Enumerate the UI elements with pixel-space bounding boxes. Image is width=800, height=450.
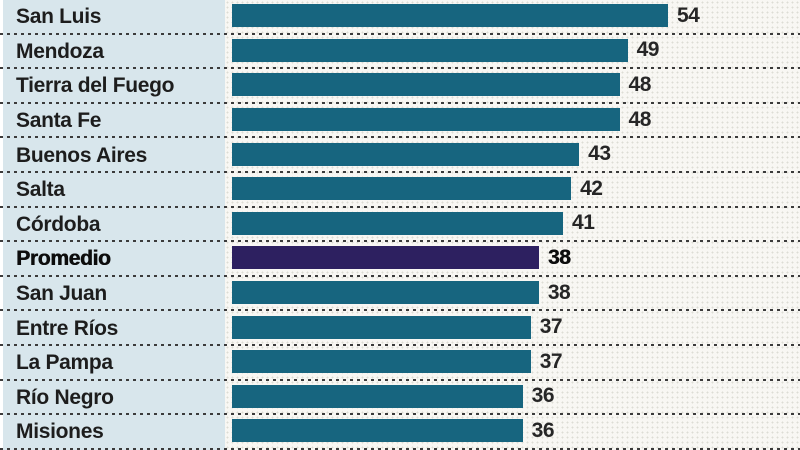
value-label: 36 xyxy=(531,384,555,408)
bar xyxy=(232,419,523,443)
value-label: 42 xyxy=(580,176,603,200)
value-label: 38 xyxy=(547,280,571,304)
bar xyxy=(232,73,620,97)
bar-track: 38 xyxy=(225,242,800,277)
bar xyxy=(232,177,572,201)
chart-row: Mendoza 49 xyxy=(0,34,800,70)
bar-track: 54 xyxy=(225,0,800,35)
category-label: Río Negro xyxy=(0,380,225,416)
chart-row: Entre Ríos 37 xyxy=(0,311,800,346)
bar-track: 36 xyxy=(225,381,800,416)
value-label: 43 xyxy=(588,142,611,166)
category-label: Buenos Aires xyxy=(0,138,225,173)
bar-track: 42 xyxy=(225,173,800,208)
bar xyxy=(232,315,531,339)
chart-row: San Luis 54 xyxy=(0,0,800,35)
bar xyxy=(232,142,580,166)
chart-row: Buenos Aires 43 xyxy=(0,138,800,173)
category-label: Córdoba xyxy=(0,207,225,243)
value-label: 37 xyxy=(539,349,563,373)
value-label: 41 xyxy=(572,211,595,235)
value-label: 37 xyxy=(539,315,563,339)
bar xyxy=(232,281,539,305)
chart-row: La Pampa 37 xyxy=(0,345,800,381)
bar xyxy=(232,246,539,270)
category-label: Misiones xyxy=(0,415,225,450)
bar xyxy=(232,38,628,62)
bar-track: 41 xyxy=(225,208,800,243)
category-label: San Luis xyxy=(0,0,225,35)
chart-row: Salta 42 xyxy=(0,172,800,208)
chart-row: Córdoba 41 xyxy=(0,207,800,243)
category-label: Tierra del Fuego xyxy=(0,69,225,104)
bar xyxy=(232,384,523,408)
chart-row: Promedio 38 xyxy=(0,242,800,277)
value-label: 36 xyxy=(531,418,555,442)
chart-row: Tierra del Fuego 48 xyxy=(0,69,800,104)
bar-track: 48 xyxy=(225,104,800,139)
bar-track: 48 xyxy=(225,69,800,104)
chart-row: San Juan 38 xyxy=(0,276,800,312)
chart-row: Santa Fe 48 xyxy=(0,103,800,139)
category-label: Santa Fe xyxy=(0,103,225,139)
category-label: Mendoza xyxy=(0,34,225,70)
bar-track: 49 xyxy=(225,35,800,70)
bar-track: 36 xyxy=(225,415,800,450)
value-label: 48 xyxy=(628,107,652,131)
value-label: 48 xyxy=(628,72,652,96)
bar-track: 38 xyxy=(225,277,800,312)
bar xyxy=(232,350,531,374)
category-label: San Juan xyxy=(0,276,225,312)
chart-row: Río Negro 36 xyxy=(0,380,800,416)
category-label: Entre Ríos xyxy=(0,311,225,346)
category-label: Promedio xyxy=(0,242,225,277)
bar xyxy=(232,4,668,28)
value-label: 49 xyxy=(636,38,660,62)
bar-track: 37 xyxy=(225,311,800,346)
value-label: 54 xyxy=(677,3,700,27)
category-label: Salta xyxy=(0,172,225,208)
bar-track: 43 xyxy=(225,138,800,173)
bar xyxy=(232,108,620,132)
category-label: La Pampa xyxy=(0,345,225,381)
value-label: 38 xyxy=(547,245,571,269)
bar xyxy=(232,211,564,235)
chart-row: Misiones 36 xyxy=(0,415,800,450)
bar-track: 37 xyxy=(225,346,800,381)
